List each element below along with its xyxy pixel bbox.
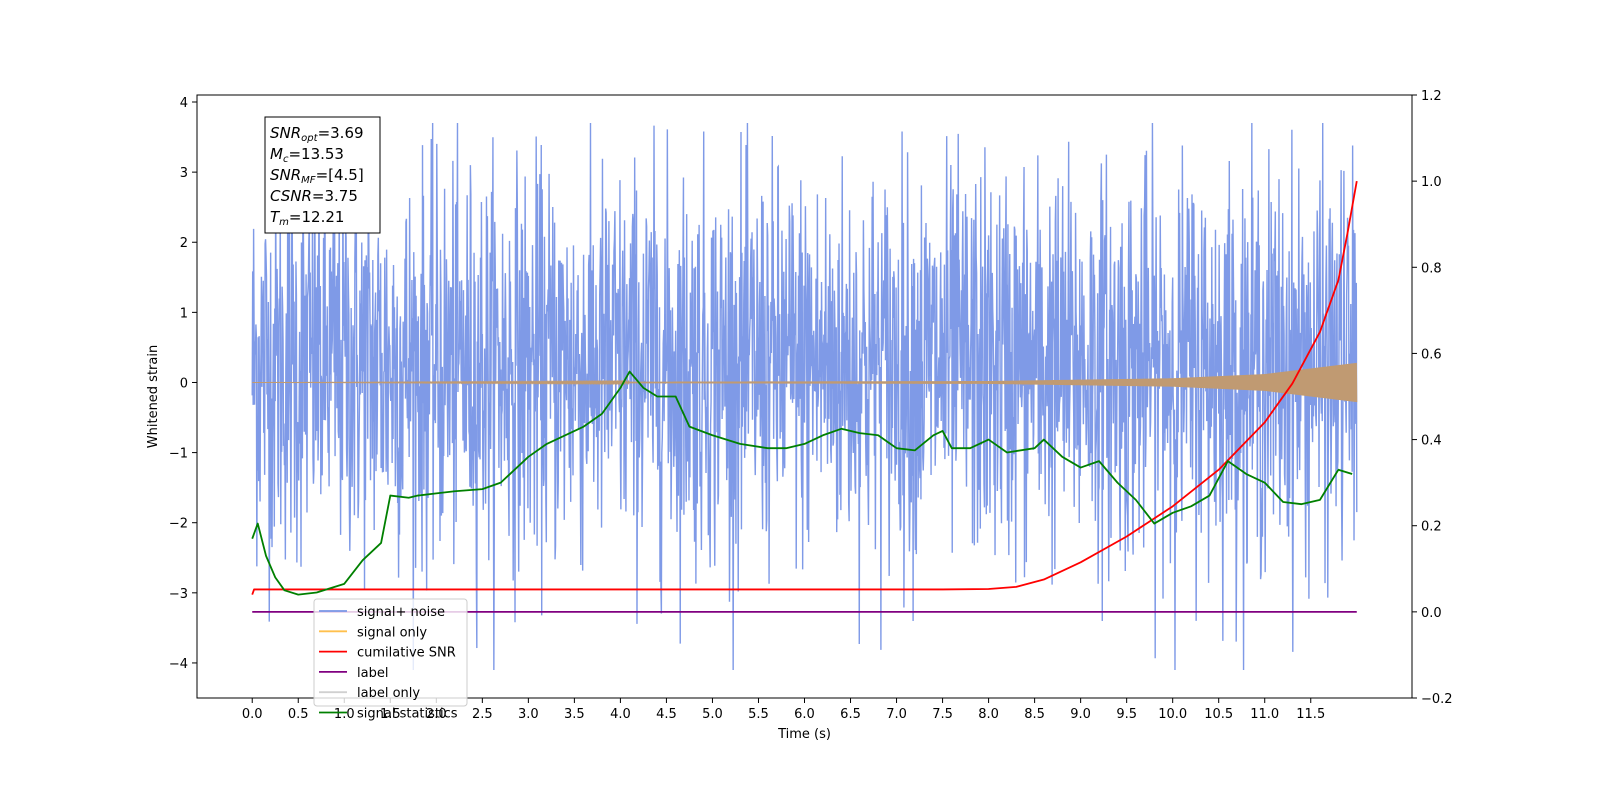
series-signal-statistics bbox=[251, 370, 1353, 596]
x-tick-label: 8.5 bbox=[1024, 707, 1045, 722]
legend: signal+ noise signal only cumilative SNR la… bbox=[313, 598, 468, 722]
y-tick-label: −3 bbox=[169, 587, 188, 602]
legend-label: signal only bbox=[357, 625, 427, 640]
x-tick-label: 4.0 bbox=[610, 707, 631, 722]
x-tick-label: 10.0 bbox=[1158, 707, 1187, 722]
y-tick-label: 4 bbox=[180, 96, 188, 111]
series-cumilative-snr bbox=[251, 180, 1358, 595]
y-tick-label: 0 bbox=[180, 376, 188, 391]
x-tick-label: 11.0 bbox=[1250, 707, 1279, 722]
y2-tick-label: 0.4 bbox=[1421, 434, 1442, 449]
series-signal-noise bbox=[251, 123, 1358, 670]
x-tick-label: 1.5 bbox=[380, 707, 401, 722]
annotation-line: CSNR=3.75 bbox=[270, 187, 358, 205]
x-tick-label: 7.5 bbox=[932, 707, 953, 722]
x-tick-label: 2.5 bbox=[472, 707, 493, 722]
y-tick-label: 1 bbox=[180, 306, 188, 321]
legend-label: signal statistics bbox=[357, 707, 458, 722]
x-tick-label: 6.5 bbox=[840, 707, 861, 722]
x-tick-label: 6.0 bbox=[794, 707, 815, 722]
x-tick-label: 7.0 bbox=[886, 707, 907, 722]
y-axis-label: Whitened strain bbox=[146, 345, 161, 448]
annotation-line: Tm=12.21 bbox=[270, 208, 344, 228]
x-tick-label: 3.0 bbox=[518, 707, 539, 722]
y2-tick-label: 0.8 bbox=[1421, 261, 1442, 276]
x-tick-label: 8.0 bbox=[978, 707, 999, 722]
legend-label: label only bbox=[357, 686, 420, 701]
x-tick-label: 4.5 bbox=[656, 707, 677, 722]
y-tick-label: −4 bbox=[169, 657, 188, 672]
y2-tick-label: −0.2 bbox=[1421, 692, 1453, 707]
y2-tick-label: 0.2 bbox=[1421, 520, 1442, 535]
annotation-line: SNRMF=[4.5] bbox=[270, 166, 364, 186]
x-tick-label: 0.5 bbox=[288, 707, 309, 722]
annotation-frame bbox=[264, 116, 381, 234]
x-tick-label: 9.0 bbox=[1070, 707, 1091, 722]
y-tick-label: 2 bbox=[180, 236, 188, 251]
x-tick-label: 5.5 bbox=[748, 707, 769, 722]
x-tick-label: 3.5 bbox=[564, 707, 585, 722]
x-tick-label: 1.0 bbox=[334, 707, 355, 722]
annotation-line: Mc=13.53 bbox=[270, 145, 344, 165]
x-tick-label: 9.5 bbox=[1116, 707, 1137, 722]
series-signal-only bbox=[252, 362, 1358, 403]
legend-label: label bbox=[357, 666, 388, 681]
x-tick-label: 5.0 bbox=[702, 707, 723, 722]
y2-tick-label: 0.0 bbox=[1421, 606, 1442, 621]
y-tick-label: −1 bbox=[169, 447, 188, 462]
y2-tick-label: 0.6 bbox=[1421, 347, 1442, 362]
x-tick-label: 2.0 bbox=[426, 707, 447, 722]
legend-label: signal+ noise bbox=[357, 605, 445, 620]
x-axis-label: Time (s) bbox=[777, 727, 831, 742]
legend-label: cumilative SNR bbox=[357, 646, 456, 661]
legend-frame bbox=[313, 598, 468, 707]
axes: 0.0 0.5 1.0 1.5 2.0 2.5 3.0 3.5 4.0 4.5 5.0 5.5 6.0 6… bbox=[169, 89, 1453, 722]
y2-tick-label: 1.2 bbox=[1421, 89, 1442, 104]
annotation-line: SNRopt=3.69 bbox=[270, 124, 364, 144]
plot-area bbox=[251, 123, 1358, 670]
x-tick-label: 10.5 bbox=[1204, 707, 1233, 722]
y2-tick-label: 1.0 bbox=[1421, 175, 1442, 190]
y-tick-label: 3 bbox=[180, 166, 188, 181]
y-tick-label: −2 bbox=[169, 517, 188, 532]
x-tick-label: 0.0 bbox=[242, 707, 263, 722]
x-tick-label: 11.5 bbox=[1296, 707, 1325, 722]
